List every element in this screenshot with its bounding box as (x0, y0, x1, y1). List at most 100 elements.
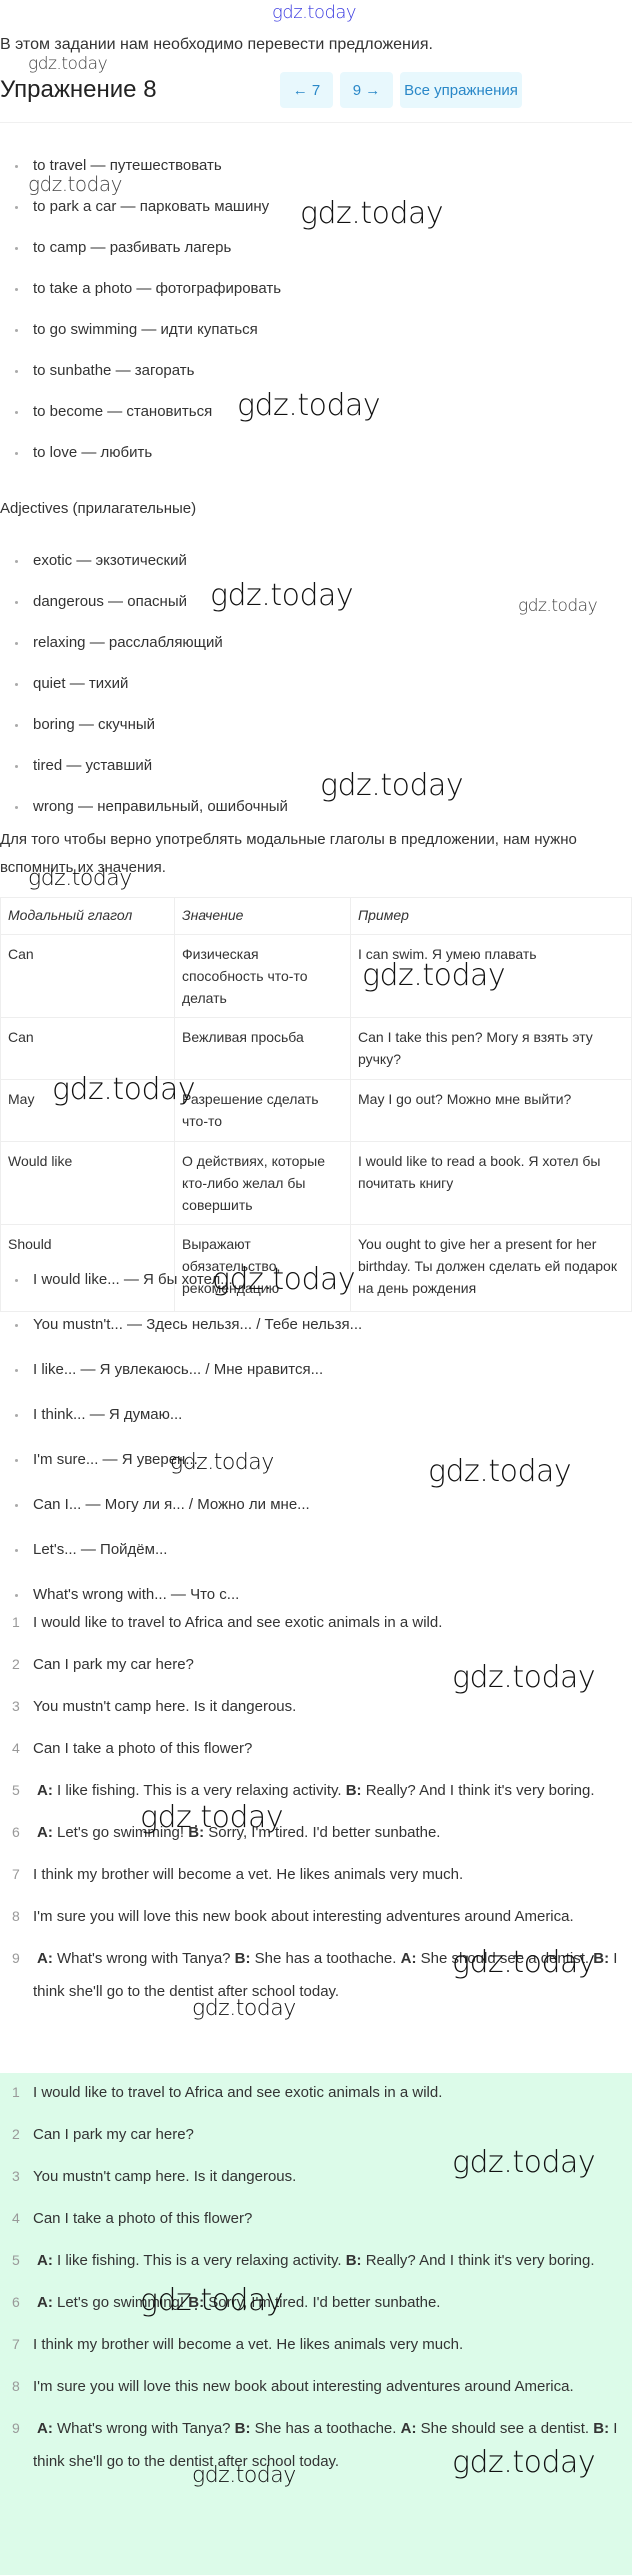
sentences-list: 1 I would like to travel to Africa and se… (0, 1606, 625, 2017)
item-number: 3 (12, 1698, 20, 1714)
item-number: 8 (12, 1908, 20, 1924)
sentence-text: She should see a dentist. (416, 1950, 594, 1967)
speaker-label: B: (593, 2420, 610, 2437)
sentence-text: I'm sure you will love this new book abo… (33, 1908, 574, 1925)
item-number: 9 (12, 1950, 20, 1966)
table-header-cell: Пример (350, 897, 632, 935)
answer-sentences-list: 1 I would like to travel to Africa and se… (0, 2076, 625, 2487)
divider (0, 122, 632, 123)
adjective-item: wrong — неправильный, ошибочный (0, 797, 288, 838)
watermark: gdz.today (452, 1945, 596, 1980)
answer-sentence-item: 3 You mustn't camp here. Is it dangerous. (0, 2160, 625, 2193)
item-number: 7 (12, 2336, 20, 2352)
all-exercises-button[interactable]: Все упражнения (400, 72, 522, 108)
sentence-text: Sorry, I'm tired. I'd better sunbathe. (204, 1824, 441, 1841)
adjective-item: quiet — тихий (0, 674, 288, 715)
watermark: gdz.today (28, 172, 122, 196)
sentence-text: I think she'll go to the dentist after s… (33, 2420, 622, 2470)
verb-item: to love — любить (0, 443, 281, 484)
watermark: gdz.today (192, 1996, 296, 2021)
speaker-label: A: (37, 2294, 53, 2311)
speaker-label: B: (188, 2294, 205, 2311)
table-cell: Would like (0, 1141, 175, 1225)
item-number: 2 (12, 2126, 20, 2142)
item-number: 4 (12, 2210, 20, 2226)
phrase-item: What's wrong with... — Что с... (0, 1585, 362, 1630)
phrases-list: I would like... — Я бы хотел... You mustn… (0, 1270, 362, 1630)
watermark: gdz.today (28, 866, 132, 891)
sentence-text: Can I park my car here? (33, 2126, 194, 2143)
sentence-text: She should see a dentist. (416, 2420, 594, 2437)
speaker-label: A: (37, 1782, 53, 1799)
watermark: gdz.today (140, 1800, 284, 1835)
sentence-text: Can I park my car here? (33, 1656, 194, 1673)
answer-sentence-item: 4 Can I take a photo of this flower? (0, 2202, 625, 2235)
next-exercise-button[interactable]: 9 → (340, 72, 393, 108)
prev-exercise-button[interactable]: ← 7 (280, 72, 333, 108)
phrase-item: You mustn't... — Здесь нельзя... / Тебе … (0, 1315, 362, 1360)
sentence-text: What's wrong with Tanya? (52, 1950, 235, 1967)
table-cell: Can I take this pen? Могу я взять эту ру… (350, 1017, 632, 1080)
table-cell: May (0, 1079, 175, 1142)
sentence-text: I think she'll go to the dentist after s… (33, 1950, 622, 2000)
modal-intro: Для того чтобы верно употреблять модальн… (0, 831, 577, 876)
sentence-item: 8 I'm sure you will love this new book ab… (0, 1900, 625, 1933)
watermark: gdz.today (362, 958, 506, 993)
table-cell: Физическая способность что-то делать (174, 934, 351, 1018)
answer-sentence-item: 7 I think my brother will become a vet. H… (0, 2328, 625, 2361)
table-cell: I can swim. Я умею плавать (350, 934, 632, 1018)
table-header-cell: Модальный глагол (0, 897, 175, 935)
phrase-item: Let's... — Пойдём... (0, 1540, 362, 1585)
table-row: Should Выражают обязательство, рекомендац… (0, 1224, 632, 1312)
verbs-list: to travel — путешествовать to park a car … (0, 156, 281, 484)
answer-highlight-block (0, 2073, 632, 2575)
phrase-item: I'm sure... — Я уверен... (0, 1450, 362, 1495)
watermark: gdz.today (428, 1454, 572, 1489)
sentence-text: I like fishing. This is a very relaxing … (52, 2252, 346, 2269)
sentence-item: 5 A: I like fishing. This is a very relax… (0, 1774, 625, 1807)
verb-item: to travel — путешествовать (0, 156, 281, 197)
adjective-item: boring — скучный (0, 715, 288, 756)
sentence-item: 9 A: What's wrong with Tanya? B: She has … (0, 1942, 625, 2008)
speaker-label: A: (400, 1950, 417, 1967)
table-row: Can Физическая способность что-то делать I… (0, 934, 632, 1018)
table-cell: О действиях, которые кто-либо желал бы с… (174, 1141, 351, 1225)
table-cell: You ought to give her a present for her … (350, 1224, 632, 1312)
item-number: 1 (12, 1614, 20, 1630)
watermark: gdz.today (237, 388, 381, 423)
sentence-text: Sorry, I'm tired. I'd better sunbathe. (204, 2294, 441, 2311)
verb-item: to park a car — парковать машину (0, 197, 281, 238)
adjectives-heading: Adjectives (прилагательные) (0, 500, 197, 517)
table-header-cell: Значение (174, 897, 351, 935)
sentence-item: 2 Can I park my car here? (0, 1648, 625, 1681)
answer-sentence-item: 5 A: I like fishing. This is a very relax… (0, 2244, 625, 2277)
item-number: 5 (12, 2252, 20, 2268)
sentence-text: You mustn't camp here. Is it dangerous. (33, 2168, 297, 2185)
item-number: 5 (12, 1782, 20, 1798)
speaker-label: A: (37, 1950, 53, 1967)
item-number: 9 (12, 2420, 20, 2436)
speaker-label: B: (593, 1950, 610, 1967)
page-title: Упражнение 8 (0, 76, 157, 103)
speaker-label: A: (37, 2420, 53, 2437)
sentence-text: Can I take a photo of this flower? (33, 2210, 253, 2227)
answer-sentence-item: 2 Can I park my car here? (0, 2118, 625, 2151)
watermark: gdz.today (518, 596, 598, 616)
item-number: 1 (12, 2084, 20, 2100)
watermark: gdz.today (300, 196, 444, 231)
table-row: Would like О действиях, которые кто-либо … (0, 1141, 632, 1225)
item-number: 3 (12, 2168, 20, 2184)
item-number: 8 (12, 2378, 20, 2394)
sentence-text: I think my brother will become a vet. He… (33, 1866, 464, 1883)
intro-text: В этом задании нам необходимо перевести … (0, 36, 433, 53)
sentence-text: You mustn't camp here. Is it dangerous. (33, 1698, 297, 1715)
table-cell: Can (0, 1017, 175, 1080)
table-cell: Выражают обязательство, рекомендацию (174, 1224, 351, 1312)
sentence-text: Can I take a photo of this flower? (33, 1740, 253, 1757)
sentence-text: I'm sure you will love this new book abo… (33, 2378, 574, 2395)
table-cell: Вежливая просьба (174, 1017, 351, 1080)
speaker-label: A: (37, 2252, 53, 2269)
speaker-label: A: (400, 2420, 417, 2437)
sentence-item: 1 I would like to travel to Africa and se… (0, 1606, 625, 1639)
item-number: 2 (12, 1656, 20, 1672)
